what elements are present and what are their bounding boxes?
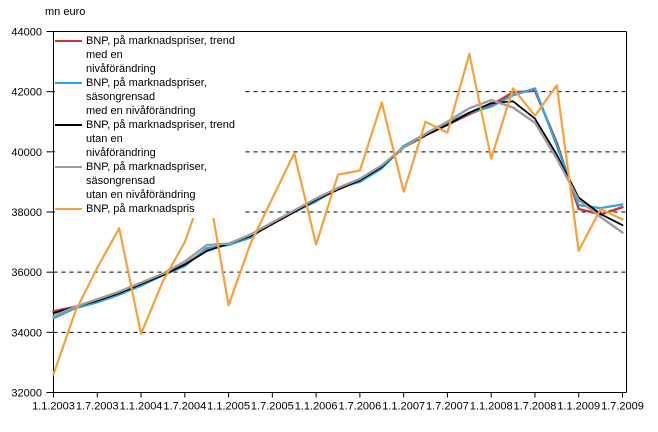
chart-legend: BNP, på marknadspriser, trend med en niv…: [55, 33, 245, 218]
legend-entry: BNP, på marknadspris: [55, 202, 245, 216]
svg-text:1.1.2003: 1.1.2003: [32, 401, 75, 413]
legend-label: BNP, på marknadspriser, trend med en niv…: [86, 35, 235, 75]
svg-text:1.1.2007: 1.1.2007: [382, 401, 425, 413]
svg-text:36000: 36000: [11, 267, 42, 279]
svg-text:1.7.2004: 1.7.2004: [163, 401, 206, 413]
legend-label: BNP, på marknadspriser, säsongrensad med…: [86, 77, 207, 117]
legend-label: BNP, på marknadspriser, säsongrensad uta…: [86, 161, 207, 201]
svg-text:1.1.2004: 1.1.2004: [120, 401, 163, 413]
legend-line-swatch: [55, 208, 82, 210]
svg-text:38000: 38000: [11, 207, 42, 219]
svg-text:1.7.2005: 1.7.2005: [251, 401, 294, 413]
svg-text:40000: 40000: [11, 147, 42, 159]
legend-entry: BNP, på marknadspriser, trend med en niv…: [55, 34, 245, 76]
legend-line-swatch: [55, 124, 82, 126]
svg-text:1.1.2009: 1.1.2009: [557, 401, 600, 413]
svg-text:1.7.2009: 1.7.2009: [601, 401, 644, 413]
svg-text:1.7.2003: 1.7.2003: [76, 401, 119, 413]
svg-text:1.7.2007: 1.7.2007: [426, 401, 469, 413]
legend-entry: BNP, på marknadspriser, säsongrensad uta…: [55, 160, 245, 202]
legend-label: BNP, på marknadspriser, trend utan en ni…: [86, 119, 235, 159]
svg-text:1.1.2006: 1.1.2006: [295, 401, 338, 413]
svg-text:32000: 32000: [11, 388, 42, 400]
legend-line-swatch: [55, 166, 82, 168]
svg-text:34000: 34000: [11, 327, 42, 339]
svg-text:1.7.2006: 1.7.2006: [338, 401, 381, 413]
legend-line-swatch: [55, 40, 82, 42]
legend-line-swatch: [55, 82, 82, 84]
y-axis-units-label: mn euro: [45, 6, 86, 18]
svg-text:1.1.2005: 1.1.2005: [207, 401, 250, 413]
svg-text:1.7.2008: 1.7.2008: [514, 401, 557, 413]
legend-entry: BNP, på marknadspriser, trend utan en ni…: [55, 118, 245, 160]
svg-text:1.1.2008: 1.1.2008: [470, 401, 513, 413]
svg-text:42000: 42000: [11, 87, 42, 99]
legend-entry: BNP, på marknadspriser, säsongrensad med…: [55, 76, 245, 118]
svg-text:44000: 44000: [11, 27, 42, 39]
legend-label: BNP, på marknadspris: [86, 203, 195, 215]
